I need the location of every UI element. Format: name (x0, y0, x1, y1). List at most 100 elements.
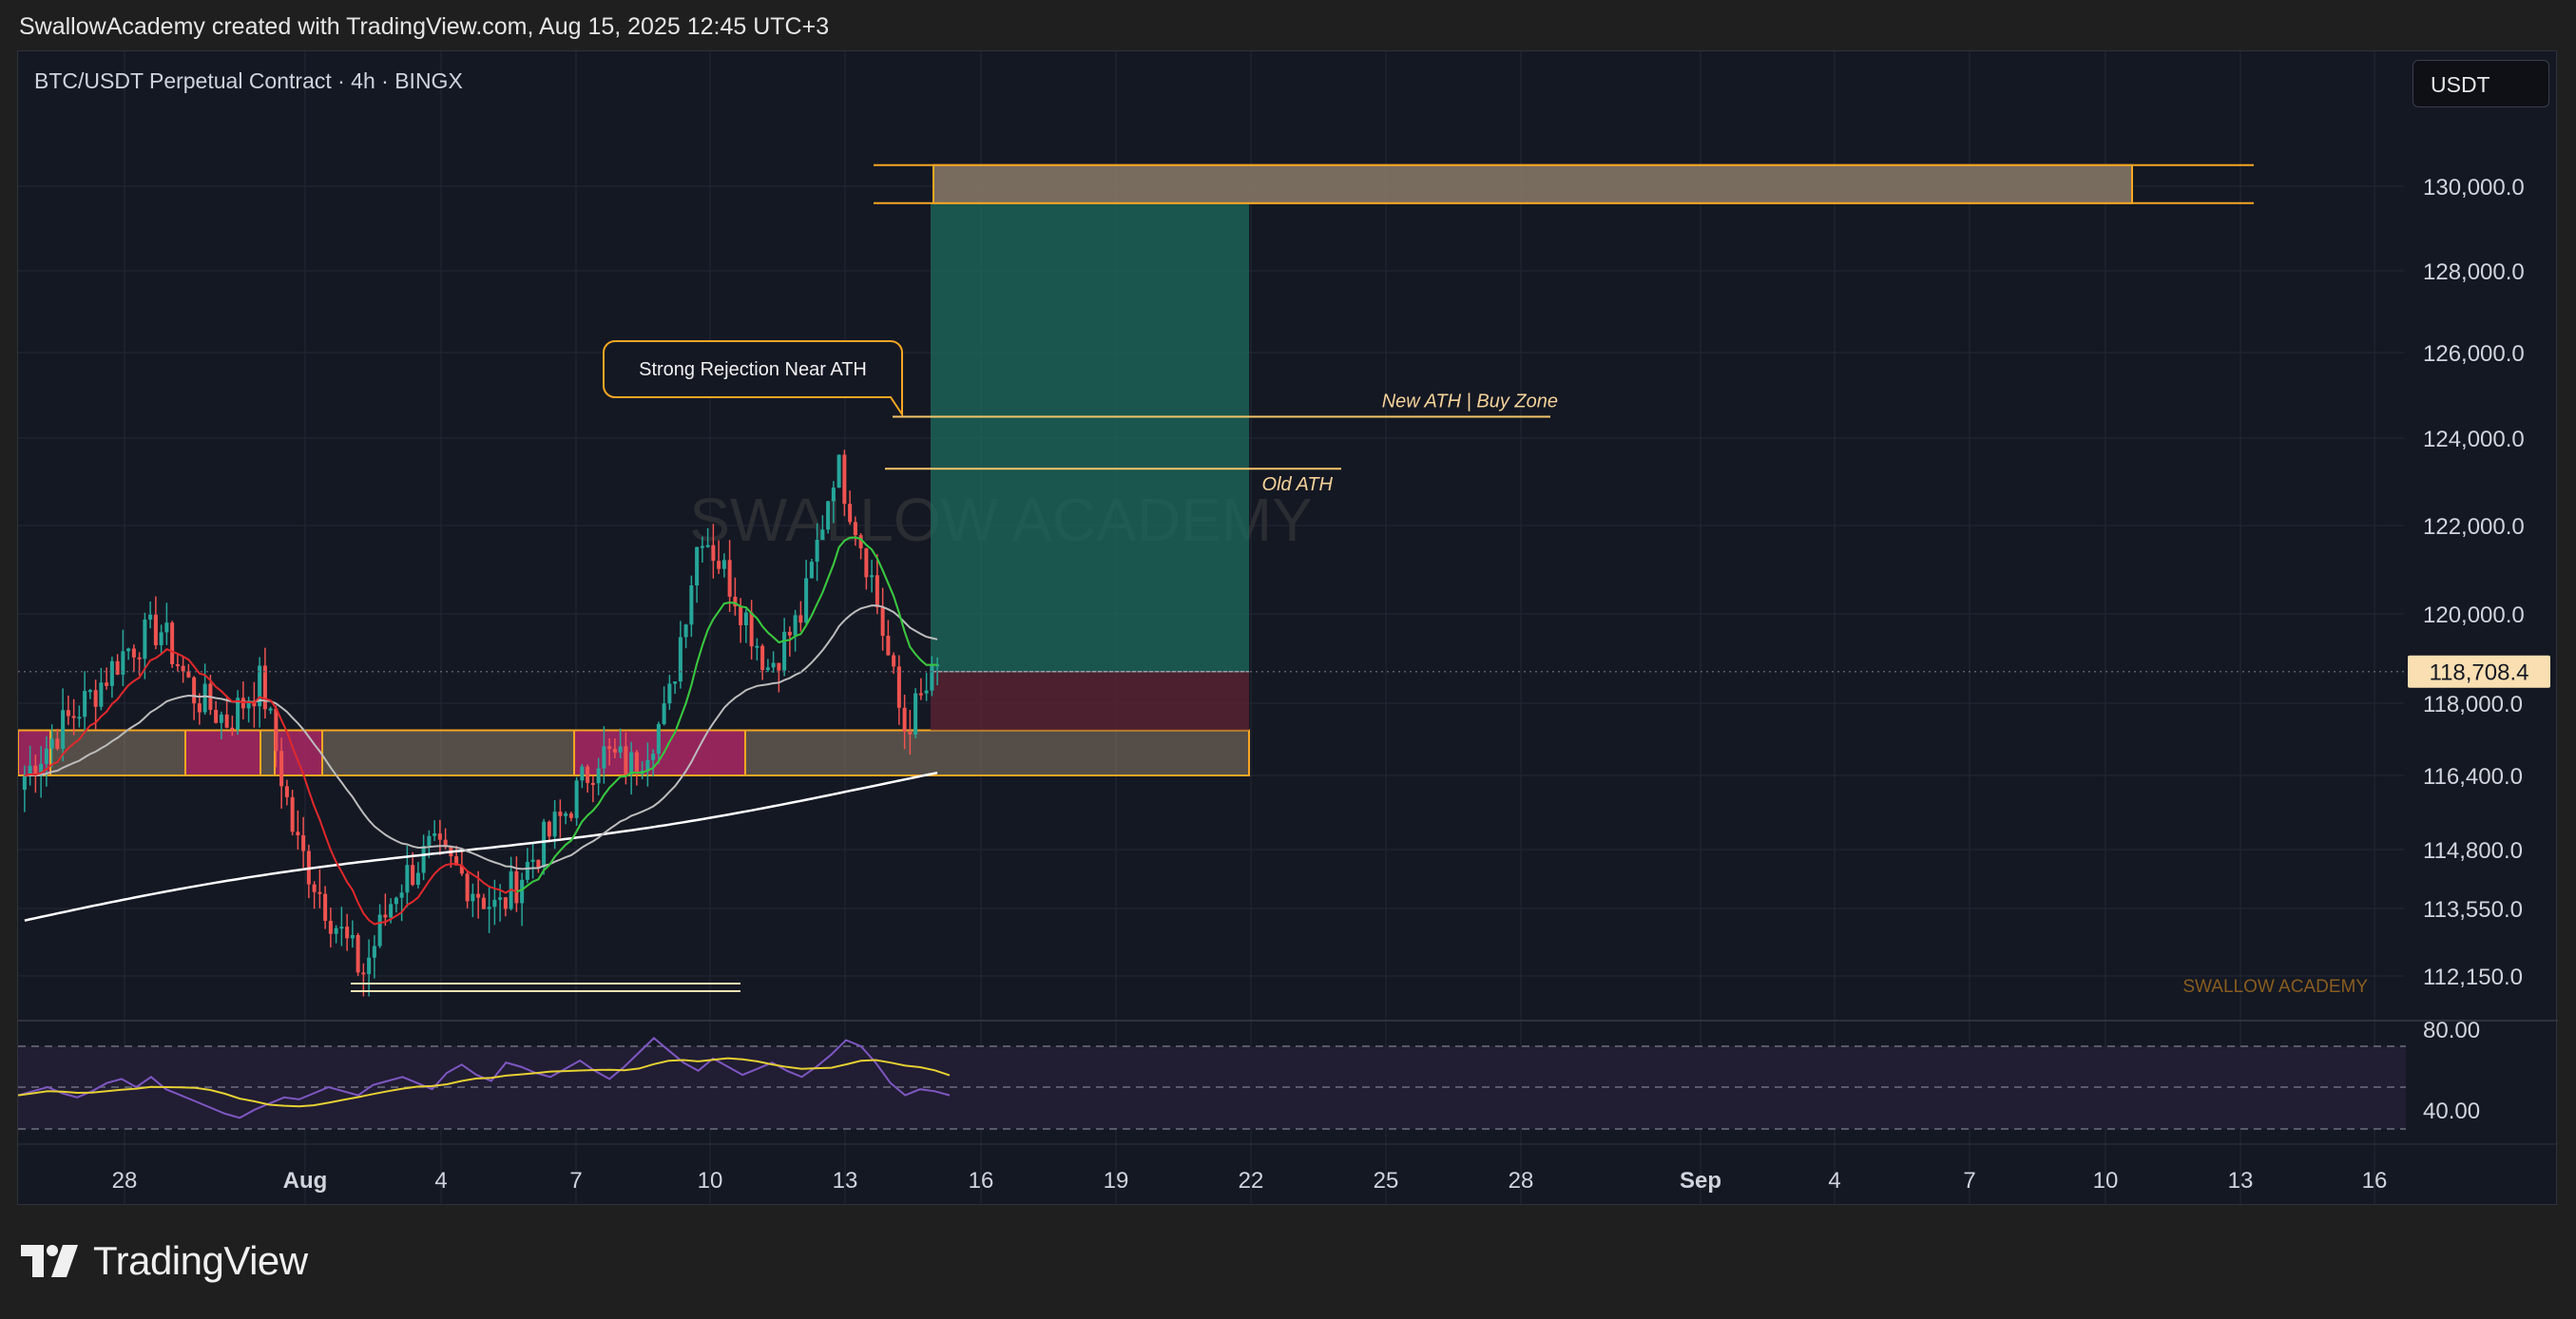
candle-body (323, 893, 328, 922)
callout-box (603, 340, 903, 418)
price-tick-label: 122,000.0 (2423, 514, 2525, 540)
candle-body (214, 709, 219, 723)
candle-body (219, 714, 223, 723)
candle-body (339, 927, 344, 929)
price-tick-label: 114,800.0 (2423, 838, 2523, 864)
candle-body (771, 662, 776, 668)
candle-body (345, 927, 350, 939)
callout-text: Strong Rejection Near ATH (639, 359, 867, 380)
candle-body (568, 812, 573, 818)
candle-body (596, 768, 601, 784)
candle-body (49, 738, 54, 749)
candle-body (815, 540, 819, 563)
candle-body (317, 891, 322, 894)
candle-body (22, 775, 27, 791)
old-ath-label: Old ATH (1262, 474, 1334, 495)
candle-body (186, 671, 191, 678)
candle-body (252, 701, 257, 707)
candle-body (377, 914, 382, 946)
candle-body (44, 748, 48, 764)
candle-body (765, 667, 770, 671)
candle-body (427, 835, 432, 847)
candle-body (372, 946, 376, 958)
candle-body (530, 859, 535, 862)
candle-body (383, 914, 388, 918)
candle-body (924, 690, 929, 694)
candle-body (902, 707, 907, 732)
candle-body (258, 665, 262, 707)
date-tick-label: 16 (969, 1168, 994, 1194)
currency-button[interactable]: USDT (2413, 60, 2549, 107)
tradingview-logo-text: TradingView (93, 1238, 308, 1283)
candle-body (437, 833, 442, 840)
date-tick-label: 13 (2228, 1168, 2254, 1194)
candle-body (93, 690, 98, 707)
candle-body (629, 752, 634, 774)
candle-body (170, 622, 175, 665)
price-axis: 130,000.0 128,000.0 126,000.0 124,000.0 122,… (2408, 175, 2550, 1124)
candle-body (148, 614, 153, 620)
rsi-pane (18, 1020, 2558, 1130)
tradingview-logo[interactable]: TradingView (21, 1237, 308, 1285)
candle-body (656, 723, 661, 755)
price-tick-label: 112,150.0 (2423, 965, 2523, 990)
candle-body (777, 662, 781, 671)
date-tick-label: 16 (2362, 1168, 2388, 1194)
date-tick-label: Sep (1680, 1168, 1721, 1194)
date-tick-label: 7 (569, 1168, 582, 1194)
candle-body (721, 560, 726, 569)
long-target-area (931, 202, 1249, 672)
candle-body (224, 714, 229, 728)
date-tick-label: 25 (1374, 1168, 1399, 1194)
candle-body (798, 615, 803, 623)
price-tick-label: 120,000.0 (2423, 602, 2525, 628)
price-tick-label: 116,400.0 (2423, 764, 2523, 790)
header-attribution: SwallowAcademy created with TradingView.… (19, 13, 830, 40)
date-tick-label: 10 (2093, 1168, 2119, 1194)
candle-body (782, 631, 787, 671)
candle-body (143, 619, 147, 660)
date-tick-label: 28 (1509, 1168, 1534, 1194)
chart-canvas[interactable]: SWALLOW ACADEMY New ATH | Buy Zone Old AT… (18, 51, 2558, 1206)
candle-body (492, 899, 497, 908)
candle-body (645, 759, 650, 771)
candle-body (175, 664, 180, 667)
candle-body (552, 812, 557, 837)
candle-body (820, 529, 825, 541)
candle-body (481, 897, 486, 909)
candle-body (733, 596, 738, 607)
candle-body (236, 698, 240, 730)
candle-body (498, 897, 503, 900)
candle-body (711, 545, 716, 562)
date-tick-label: Aug (283, 1168, 328, 1194)
candle-body (356, 934, 360, 973)
candle-body (536, 859, 541, 868)
candle-body (683, 624, 688, 638)
price-tick-label: 124,000.0 (2423, 427, 2525, 452)
date-tick-label: 7 (1963, 1168, 1975, 1194)
candle-body (99, 682, 104, 707)
new-ath-label: New ATH | Buy Zone (1382, 392, 1558, 412)
target-zone (932, 163, 2133, 204)
candle-body (864, 548, 869, 578)
candle-body (918, 693, 923, 696)
candle-body (831, 487, 836, 502)
candle-body (202, 683, 207, 713)
chart-frame[interactable]: SWALLOW ACADEMY New ATH | Buy Zone Old AT… (17, 50, 2558, 1206)
candle-body (334, 927, 338, 934)
candle-body (454, 856, 459, 866)
candle-body (77, 717, 82, 719)
candle-body (590, 782, 595, 785)
candle-body (836, 454, 841, 488)
candle-body (705, 545, 710, 547)
candle-body (842, 454, 847, 505)
candle-body (131, 648, 136, 658)
candle-body (542, 821, 547, 868)
candle-body (411, 865, 415, 886)
candle-body (858, 535, 863, 549)
price-tick-label: 118,000.0 (2423, 692, 2523, 717)
candle-body (421, 846, 426, 873)
candle-body (793, 615, 798, 636)
candle-body (115, 660, 120, 675)
corner-watermark: SWALLOW ACADEMY (2182, 977, 2368, 997)
